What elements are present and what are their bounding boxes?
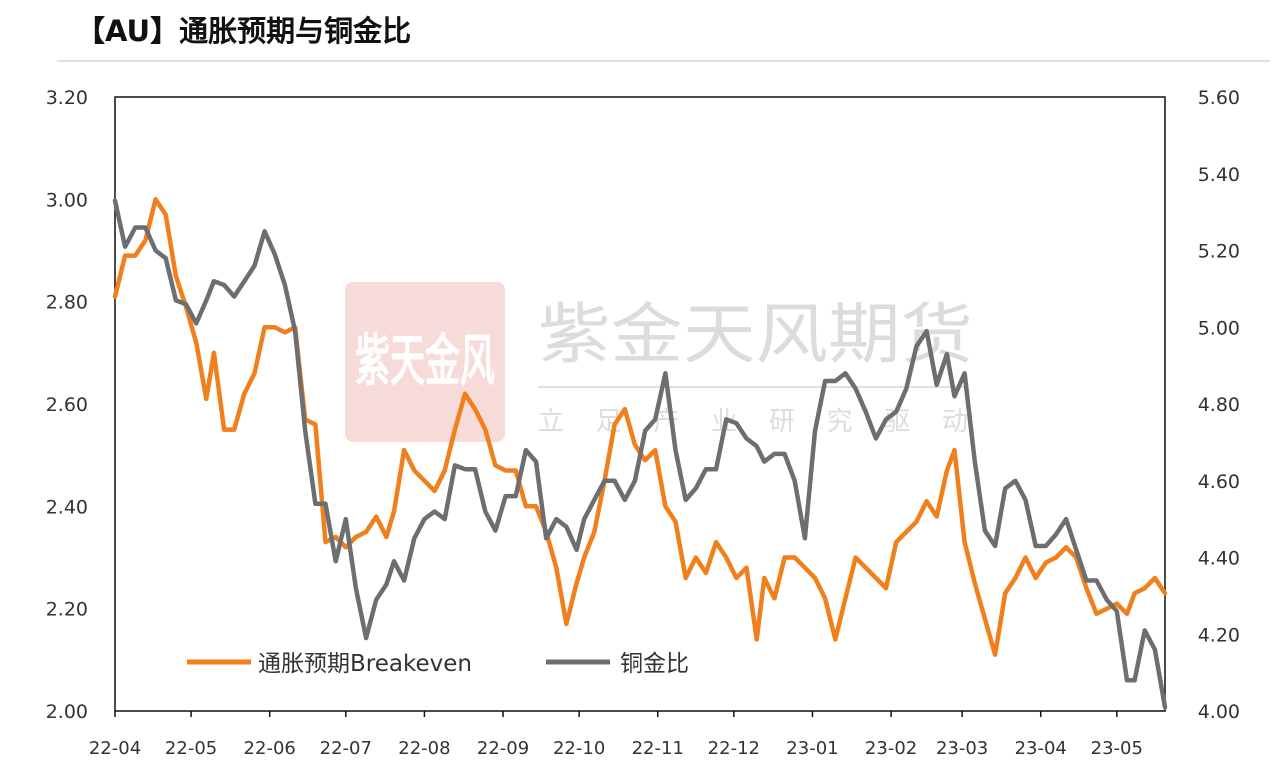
left-y-axis: 2.00 2.20 2.40 2.60 2.80 3.00 3.20 (46, 87, 88, 723)
right-y-tick-label: 5.60 (1198, 87, 1240, 109)
x-tick-label: 22-10 (553, 738, 605, 759)
x-tick-label: 23-02 (865, 738, 917, 759)
x-tick-label: 23-04 (1015, 738, 1067, 759)
right-y-tick-label: 4.20 (1198, 624, 1240, 646)
watermark-seal-text: 紫天金风 (355, 329, 495, 394)
right-y-tick-label: 4.40 (1198, 548, 1240, 570)
title-divider (57, 60, 1270, 62)
watermark-brand: 紫金天风期货 (538, 296, 973, 373)
right-y-axis: 4.00 4.20 4.40 4.60 4.80 5.00 5.20 5.40 5.60 (1198, 87, 1240, 723)
x-tick-label: 22-07 (320, 738, 372, 759)
watermark: 紫天金风 紫金天风期货 立 足 产 业 研 究 驱 动 (345, 282, 973, 442)
left-y-tick-label: 3.20 (46, 87, 88, 109)
left-y-tick-label: 3.00 (46, 189, 88, 211)
chart-title: 【AU】通胀预期与铜金比 (76, 14, 412, 48)
x-tick-label: 22-12 (708, 738, 760, 759)
right-y-tick-label: 5.20 (1198, 241, 1240, 263)
right-y-tick-label: 4.00 (1198, 701, 1240, 723)
left-y-tick-label: 2.60 (46, 394, 88, 416)
x-axis: 22-04 22-05 22-06 22-07 22-08 22-09 22-10 22-11… (89, 711, 1143, 759)
right-y-tick-label: 4.80 (1198, 394, 1240, 416)
x-tick-label: 23-03 (936, 738, 988, 759)
plot-frame (114, 96, 1166, 712)
left-y-tick-label: 2.20 (46, 599, 88, 621)
series-line-copper-gold-ratio (112, 198, 1168, 710)
x-tick-label: 23-01 (786, 738, 838, 759)
left-y-tick-label: 2.40 (46, 496, 88, 518)
left-y-tick-label: 2.00 (46, 701, 88, 723)
legend-label-copper-gold: 铜金比 (620, 651, 689, 677)
legend: 通胀预期Breakeven 铜金比 (187, 651, 689, 677)
x-tick-label: 22-04 (89, 738, 141, 759)
x-tick-label: 22-11 (632, 738, 684, 759)
right-y-tick-label: 5.40 (1198, 164, 1240, 186)
right-y-tick-label: 5.00 (1198, 317, 1240, 339)
x-tick-label: 22-09 (477, 738, 529, 759)
x-tick-label: 22-06 (244, 738, 296, 759)
left-y-tick-label: 2.80 (46, 292, 88, 314)
x-tick-label: 22-05 (165, 738, 217, 759)
series-lines (112, 197, 1168, 710)
x-tick-label: 22-08 (398, 738, 450, 759)
watermark-slogan: 立 足 产 业 研 究 驱 动 (538, 407, 968, 437)
x-tick-label: 23-05 (1091, 738, 1143, 759)
right-y-tick-label: 4.60 (1198, 471, 1240, 493)
legend-label-breakeven: 通胀预期Breakeven (258, 651, 472, 677)
